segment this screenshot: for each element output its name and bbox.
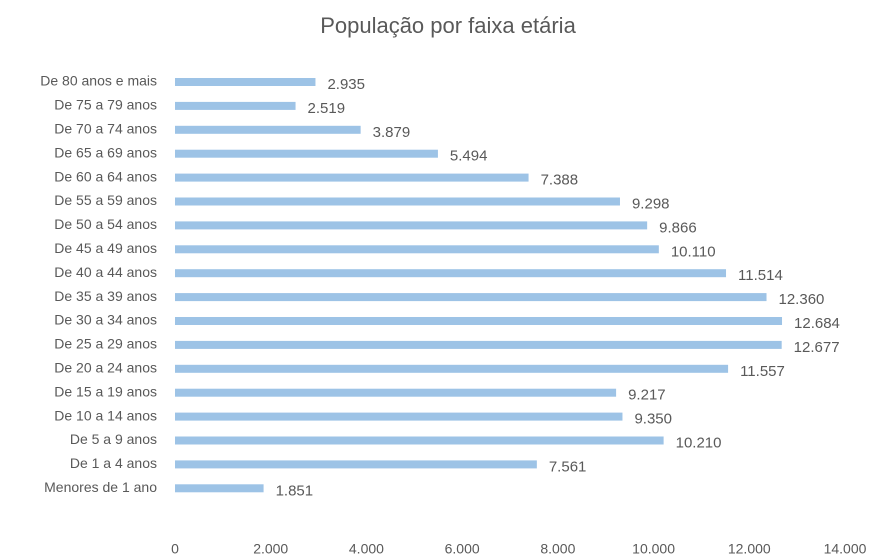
x-tick-label: 0 xyxy=(171,541,179,557)
data-label: 9.217 xyxy=(628,387,666,404)
data-label: 11.514 xyxy=(738,267,783,284)
bar xyxy=(175,197,620,206)
bar xyxy=(175,484,264,493)
data-label: 11.557 xyxy=(740,363,785,380)
data-label: 5.494 xyxy=(450,148,488,165)
bar xyxy=(175,125,361,134)
y-tick-label: De 30 a 34 anos xyxy=(54,312,157,328)
y-tick-label: De 5 a 9 anos xyxy=(70,431,157,447)
bar xyxy=(175,340,782,349)
y-tick-label: De 45 a 49 anos xyxy=(54,240,157,256)
data-label: 1.851 xyxy=(276,482,314,499)
bar xyxy=(175,173,529,182)
y-tick-label: De 80 anos e mais xyxy=(40,73,157,89)
data-label: 10.210 xyxy=(676,434,722,451)
y-tick-label: De 40 a 44 anos xyxy=(54,264,157,280)
data-label: 2.519 xyxy=(308,100,346,117)
chart-title: População por faixa etária xyxy=(320,13,576,38)
data-label: 9.866 xyxy=(659,219,697,236)
y-tick-label: De 55 a 59 anos xyxy=(54,192,157,208)
bar xyxy=(175,245,659,254)
y-tick-label: De 70 a 74 anos xyxy=(54,121,157,137)
x-tick-label: 12.000 xyxy=(728,541,771,557)
bar xyxy=(175,269,727,278)
data-label: 7.561 xyxy=(549,458,587,475)
x-tick-label: 8.000 xyxy=(540,541,575,557)
y-tick-label: De 35 a 39 anos xyxy=(54,288,157,304)
data-label: 3.879 xyxy=(373,124,411,141)
y-tick-label: De 60 a 64 anos xyxy=(54,168,157,184)
bar xyxy=(175,436,664,445)
x-tick-label: 14.000 xyxy=(824,541,867,557)
data-label: 12.677 xyxy=(794,339,840,356)
data-label: 7.388 xyxy=(541,172,579,189)
bar xyxy=(175,317,783,325)
bar xyxy=(175,388,617,397)
bar xyxy=(175,149,438,158)
y-tick-label: De 10 a 14 anos xyxy=(54,407,157,423)
bar xyxy=(175,78,316,86)
data-label: 12.684 xyxy=(794,315,840,332)
data-label: 10.110 xyxy=(671,243,716,260)
x-tick-label: 2.000 xyxy=(253,541,288,557)
x-tick-label: 4.000 xyxy=(349,541,384,557)
data-label: 9.350 xyxy=(634,411,672,428)
y-tick-label: De 1 a 4 anos xyxy=(70,455,157,471)
bar xyxy=(175,293,767,302)
y-tick-label: Menores de 1 ano xyxy=(44,479,157,495)
bar xyxy=(175,460,537,469)
y-tick-label: De 20 a 24 anos xyxy=(54,360,157,376)
y-tick-label: De 25 a 29 anos xyxy=(54,336,157,352)
y-tick-label: De 75 a 79 anos xyxy=(54,97,157,113)
y-tick-label: De 15 a 19 anos xyxy=(54,383,157,399)
data-label: 12.360 xyxy=(779,291,825,308)
bar xyxy=(175,101,296,110)
y-tick-label: De 50 a 54 anos xyxy=(54,216,157,232)
bar xyxy=(175,364,729,373)
bar xyxy=(175,221,648,230)
x-tick-label: 10.000 xyxy=(632,541,675,557)
data-label: 9.298 xyxy=(632,195,670,212)
x-tick-label: 6.000 xyxy=(445,541,480,557)
data-label: 2.935 xyxy=(327,76,365,93)
bar xyxy=(175,412,623,421)
y-tick-label: De 65 a 69 anos xyxy=(54,144,157,160)
